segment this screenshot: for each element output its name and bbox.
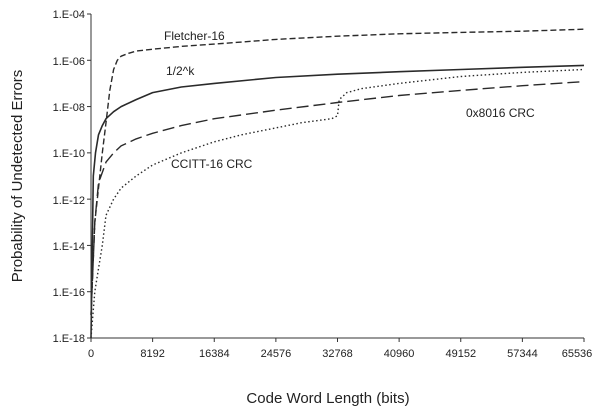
series-label-ccitt-16-crc: CCITT-16 CRC (171, 157, 253, 171)
x-tick-label: 32768 (322, 348, 353, 360)
series-line-ccitt-16-crc (90, 68, 585, 339)
axis-ticks (87, 13, 585, 342)
series-line-0x8016-crc (90, 80, 585, 315)
x-tick-label: 24576 (261, 348, 292, 360)
x-tick-label: 40960 (384, 348, 415, 360)
x-tick-label: 57344 (507, 348, 538, 360)
x-tick-label: 65536 (562, 348, 593, 360)
series-label-fletcher-16: Fletcher-16 (164, 29, 225, 43)
data-curves (90, 28, 585, 339)
series-line-1-2-k (90, 64, 585, 339)
y-tick-label: 1.E-18 (53, 333, 85, 345)
x-axis-title: Code Word Length (bits) (246, 390, 409, 407)
y-tick-label: 1.E-14 (53, 241, 85, 253)
x-tick-label: 16384 (199, 348, 230, 360)
y-axis-title: Probability of Undetected Errors (9, 70, 26, 283)
y-tick-label: 1.E-10 (53, 148, 85, 160)
y-tick-label: 1.E-16 (53, 287, 85, 299)
series-label-0x8016-crc: 0x8016 CRC (466, 106, 535, 120)
series-line-fletcher-16 (90, 28, 585, 315)
x-tick-label: 8192 (140, 348, 164, 360)
x-tick-label: 49152 (446, 348, 477, 360)
y-tick-label: 1.E-12 (53, 195, 85, 207)
y-tick-label: 1.E-08 (53, 102, 85, 114)
y-tick-label: 1.E-04 (53, 9, 85, 21)
x-tick-label: 0 (88, 348, 94, 360)
y-tick-label: 1.E-06 (53, 56, 85, 68)
series-label-one-over-2k: 1/2^k (166, 64, 195, 78)
